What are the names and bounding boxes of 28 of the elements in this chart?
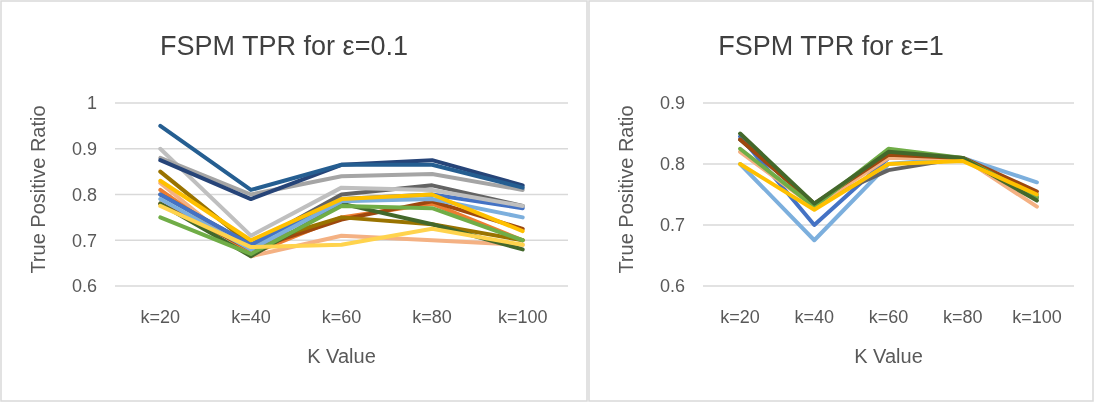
x-tick-label: k=100 [1012,307,1062,327]
y-tick-label: 0.8 [71,184,97,205]
y-tick-label: 0.8 [659,154,685,175]
y-tick-label: 0.7 [71,230,97,251]
y-axis-title: True Positive Ratio [615,105,637,274]
x-tick-label: k=20 [720,307,760,327]
chart-title: FSPM TPR for ε=1 [718,31,944,61]
y-tick-label: 0.9 [71,139,97,160]
x-tick-label: k=40 [231,307,271,327]
line-series [158,146,525,238]
x-axis-title: K Value [307,345,376,367]
x-tick-label: k=80 [942,307,983,327]
y-tick-label: 0.7 [659,215,685,236]
y-tick-label: 0.6 [659,276,685,297]
x-tick-label: k=100 [497,307,548,327]
chart-title: FSPM TPR for ε=0.1 [160,31,408,61]
line-series [158,123,525,192]
y-tick-label: 1 [86,93,97,114]
y-tick-label: 0.6 [71,276,97,297]
line-series [738,158,1039,212]
x-tick-label: k=20 [140,307,181,327]
y-axis-title: True Positive Ratio [27,105,49,274]
x-axis-title: K Value [854,345,923,367]
x-tick-label: k=40 [794,307,835,327]
y-tick-label: 0.9 [659,93,685,114]
x-tick-label: k=80 [412,307,452,327]
x-tick-label: k=60 [321,307,362,327]
x-tick-label: k=60 [868,307,909,327]
